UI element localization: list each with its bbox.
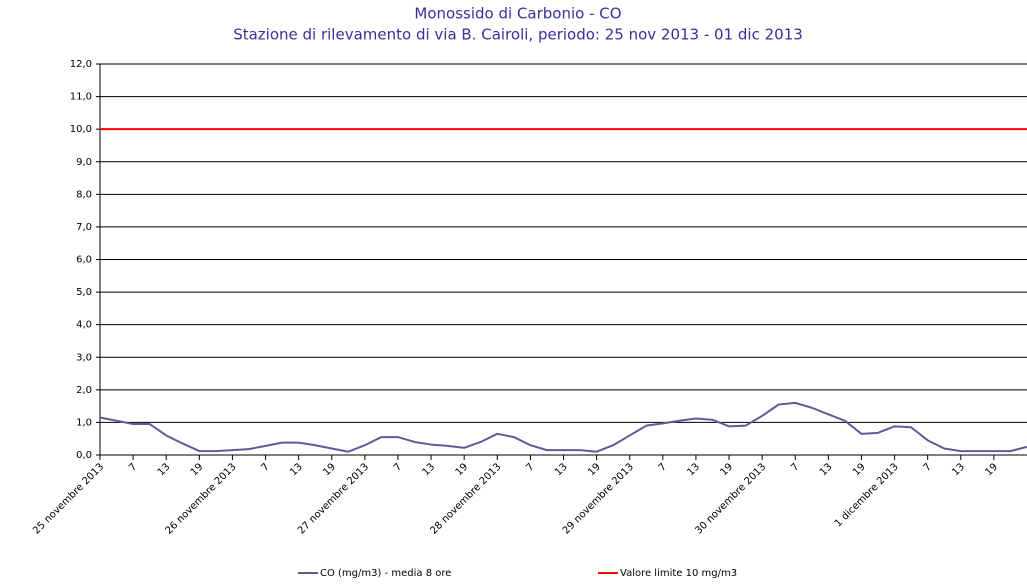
y-tick-label: 11,0: [70, 92, 92, 103]
x-tick-label: 7: [259, 461, 271, 473]
x-tick-label: 13: [685, 461, 702, 478]
x-tick-label: 7: [789, 461, 801, 473]
x-tick-label: 7: [127, 461, 139, 473]
x-tick-label: 19: [321, 461, 338, 478]
x-tick-label: 13: [818, 461, 835, 478]
chart-subtitle: Stazione di rilevamento di via B. Cairol…: [233, 26, 803, 44]
y-tick-label: 0,0: [76, 450, 92, 461]
x-tick-label: 19: [851, 461, 868, 478]
y-tick-label: 7,0: [76, 222, 92, 233]
x-tick-label: 13: [156, 461, 173, 478]
x-tick-label: 19: [718, 461, 735, 478]
x-tick-label: 19: [454, 461, 471, 478]
x-tick-label: 13: [553, 461, 570, 478]
x-tick-label: 13: [950, 461, 967, 478]
y-tick-label: 9,0: [76, 157, 92, 168]
x-tick-label: 13: [421, 461, 438, 478]
x-tick-label: 1 dicembre 2013: [833, 461, 901, 529]
x-tick-label: 19: [189, 461, 206, 478]
y-tick-label: 10,0: [70, 124, 92, 135]
x-tick-label: 25 novembre 2013: [31, 461, 106, 536]
y-tick-label: 1,0: [76, 417, 92, 428]
y-tick-label: 8,0: [76, 189, 92, 200]
y-tick-label: 6,0: [76, 255, 92, 266]
y-tick-label: 4,0: [76, 320, 92, 331]
y-tick-label: 5,0: [76, 287, 92, 298]
x-tick-label: 19: [586, 461, 603, 478]
x-tick-label: 13: [288, 461, 305, 478]
legend-label: CO (mg/m3) - media 8 ore: [320, 568, 451, 579]
x-tick-label: 19: [983, 461, 1000, 478]
chart-title: Monossido di Carbonio - CO: [414, 5, 621, 23]
x-tick-label: 7: [922, 461, 934, 473]
y-tick-label: 3,0: [76, 352, 92, 363]
data-line: [99, 401, 1027, 453]
legend-label: Valore limite 10 mg/m3: [620, 568, 737, 579]
y-tick-label: 12,0: [70, 59, 92, 70]
x-tick-label: 7: [392, 461, 404, 473]
x-tick-label: 7: [657, 461, 669, 473]
x-tick-label: 7: [524, 461, 536, 473]
y-tick-label: 2,0: [76, 385, 92, 396]
